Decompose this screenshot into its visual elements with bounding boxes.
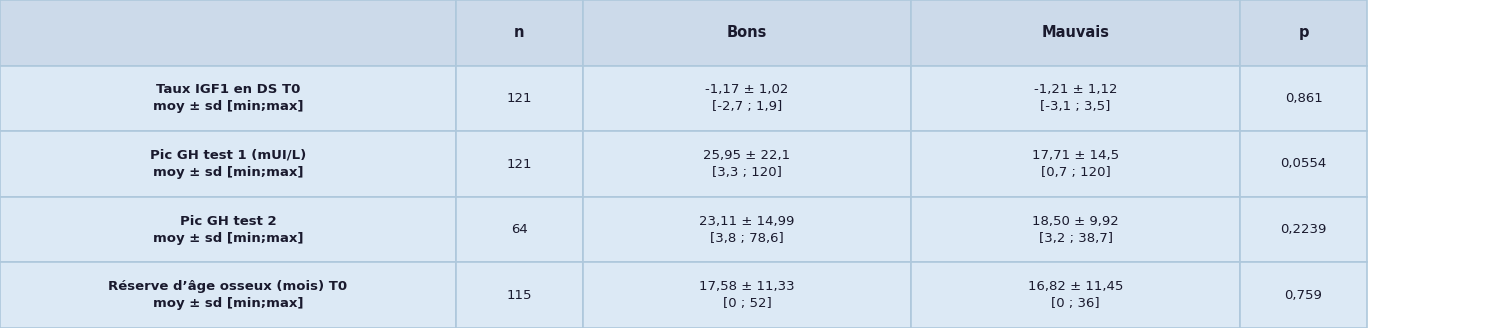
Text: 0,2239: 0,2239: [1280, 223, 1327, 236]
Bar: [911, 131, 1240, 197]
Text: 16,82 ± 11,45
[0 ; 36]: 16,82 ± 11,45 [0 ; 36]: [1028, 280, 1123, 310]
Bar: [583, 197, 911, 262]
Bar: [583, 66, 911, 131]
Text: 64: 64: [511, 223, 527, 236]
Text: Réserve d’âge osseux (mois) T0
moy ± sd [min;max]: Réserve d’âge osseux (mois) T0 moy ± sd …: [108, 280, 348, 310]
Bar: [911, 66, 1240, 131]
Bar: [911, 0, 1240, 66]
Bar: [456, 262, 583, 328]
Text: n: n: [514, 25, 524, 40]
Text: 0,861: 0,861: [1285, 92, 1322, 105]
Bar: [1240, 131, 1367, 197]
Text: Taux IGF1 en DS T0
moy ± sd [min;max]: Taux IGF1 en DS T0 moy ± sd [min;max]: [152, 83, 303, 113]
Bar: [583, 131, 911, 197]
Bar: [0, 262, 456, 328]
Bar: [583, 262, 911, 328]
Text: 121: 121: [506, 157, 532, 171]
Bar: [1240, 66, 1367, 131]
Text: Mauvais: Mauvais: [1041, 25, 1110, 40]
Bar: [1240, 262, 1367, 328]
Bar: [583, 0, 911, 66]
Text: p: p: [1298, 25, 1309, 40]
Text: 115: 115: [506, 289, 532, 302]
Bar: [1240, 197, 1367, 262]
Text: -1,21 ± 1,12
[-3,1 ; 3,5]: -1,21 ± 1,12 [-3,1 ; 3,5]: [1034, 83, 1118, 113]
Bar: [456, 197, 583, 262]
Text: Pic GH test 1 (mUI/L)
moy ± sd [min;max]: Pic GH test 1 (mUI/L) moy ± sd [min;max]: [149, 149, 306, 179]
Bar: [456, 0, 583, 66]
Text: -1,17 ± 1,02
[-2,7 ; 1,9]: -1,17 ± 1,02 [-2,7 ; 1,9]: [705, 83, 789, 113]
Bar: [456, 66, 583, 131]
Bar: [1240, 0, 1367, 66]
Text: Bons: Bons: [726, 25, 768, 40]
Text: 25,95 ± 22,1
[3,3 ; 120]: 25,95 ± 22,1 [3,3 ; 120]: [704, 149, 790, 179]
Text: 18,50 ± 9,92
[3,2 ; 38,7]: 18,50 ± 9,92 [3,2 ; 38,7]: [1032, 215, 1119, 245]
Text: 121: 121: [506, 92, 532, 105]
Bar: [0, 0, 456, 66]
Text: Pic GH test 2
moy ± sd [min;max]: Pic GH test 2 moy ± sd [min;max]: [152, 215, 303, 245]
Text: 17,71 ± 14,5
[0,7 ; 120]: 17,71 ± 14,5 [0,7 ; 120]: [1032, 149, 1119, 179]
Bar: [456, 131, 583, 197]
Text: 0,0554: 0,0554: [1280, 157, 1327, 171]
Bar: [0, 66, 456, 131]
Text: 0,759: 0,759: [1285, 289, 1322, 302]
Text: 17,58 ± 11,33
[0 ; 52]: 17,58 ± 11,33 [0 ; 52]: [699, 280, 795, 310]
Bar: [0, 197, 456, 262]
Bar: [911, 262, 1240, 328]
Bar: [911, 197, 1240, 262]
Text: 23,11 ± 14,99
[3,8 ; 78,6]: 23,11 ± 14,99 [3,8 ; 78,6]: [699, 215, 795, 245]
Bar: [0, 131, 456, 197]
